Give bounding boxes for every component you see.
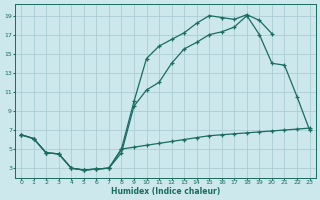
X-axis label: Humidex (Indice chaleur): Humidex (Indice chaleur)	[111, 187, 220, 196]
